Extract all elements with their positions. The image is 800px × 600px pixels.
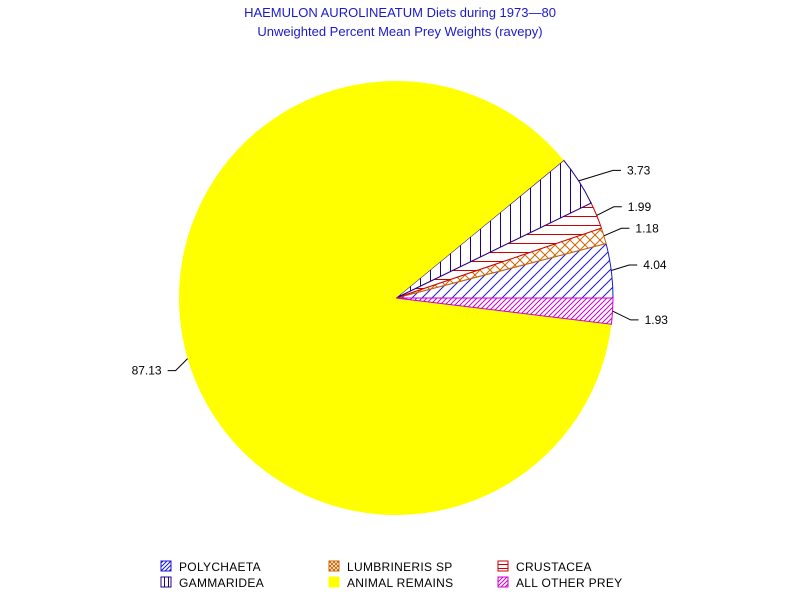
data-label-lumbrineris-sp: 1.18 — [635, 221, 659, 235]
legend-swatch-all-other-prey — [497, 576, 509, 588]
chart-subtitle: Unweighted Percent Mean Prey Weights (ra… — [257, 24, 542, 39]
leader-line-crustacea — [596, 206, 622, 216]
legend-swatch-gammaridea — [160, 576, 172, 588]
legend-label-all-other-prey: ALL OTHER PREY — [516, 576, 622, 590]
legend-item-lumbrineris-sp: LUMBRINERIS SP — [328, 560, 453, 574]
legend-swatch-lumbrineris-sp — [328, 560, 340, 572]
legend-label-animal-remains: ANIMAL REMAINS — [347, 576, 453, 590]
data-label-animal-remains: 87.13 — [132, 364, 162, 378]
legend-item-animal-remains: ANIMAL REMAINS — [328, 576, 453, 590]
pie-slices — [179, 81, 614, 516]
legend-item-polychaeta: POLYCHAETA — [160, 560, 261, 574]
legend-swatch-polychaeta — [160, 560, 172, 572]
legend-item-crustacea: CRUSTACEA — [497, 560, 592, 574]
pie-slice-gammaridea — [395, 159, 592, 299]
data-labels: 4.04 1.18 1.99 3.73 87.13 1.93 — [132, 163, 669, 377]
legend-item-gammaridea: GAMMARIDEA — [160, 576, 264, 590]
leader-line-animal-remains — [167, 358, 188, 372]
data-label-polychaeta: 4.04 — [643, 258, 667, 272]
legend-swatch-crustacea — [497, 560, 509, 572]
data-label-gammaridea: 3.73 — [627, 163, 651, 177]
legend-item-all-other-prey: ALL OTHER PREY — [497, 576, 622, 590]
pie-slice-animal-remains — [179, 81, 612, 516]
leader-line-polychaeta — [611, 264, 638, 271]
data-label-crustacea: 1.99 — [628, 200, 652, 214]
leader-line-gammaridea — [578, 169, 621, 182]
legend-label-lumbrineris-sp: LUMBRINERIS SP — [347, 560, 453, 574]
chart-title: HAEMULON AUROLINEATUM Diets during 1973—… — [244, 5, 556, 20]
data-label-all-other-prey: 1.93 — [645, 313, 669, 327]
legend: POLYCHAETA LUMBRINERIS SP CRUSTACEA GAMMARI… — [160, 560, 622, 590]
leader-line-all-other-prey — [612, 310, 639, 321]
leader-line-lumbrineris-sp — [603, 227, 630, 237]
legend-label-crustacea: CRUSTACEA — [516, 560, 592, 574]
legend-label-gammaridea: GAMMARIDEA — [179, 576, 264, 590]
legend-label-polychaeta: POLYCHAETA — [179, 560, 261, 574]
legend-swatch-animal-remains — [328, 576, 340, 588]
